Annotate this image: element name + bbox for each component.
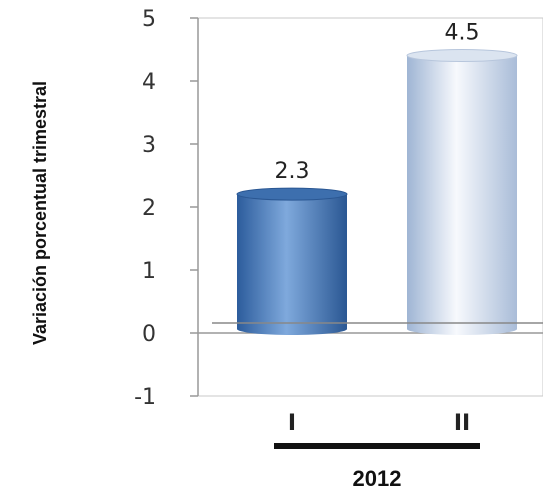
bar [237,194,347,335]
y-tick-label: 2 [142,196,156,221]
x-tick-label: II [454,411,470,436]
y-tick-label: 5 [142,7,156,32]
data-label: 4.5 [445,21,480,46]
bar-top-cap [236,187,348,201]
y-tick-label: 4 [142,70,156,95]
y-tick-label: 1 [142,259,156,284]
group-label: 2012 [353,466,402,491]
y-tick-label: 0 [142,322,156,347]
y-tick-label: -1 [134,385,156,410]
group-underline [274,443,480,449]
y-tick-label: 3 [142,133,156,158]
data-label: 2.3 [275,159,310,184]
y-axis-title: Variación porcentual trimestral [30,81,50,345]
x-tick-label: I [288,411,296,436]
bar [407,55,517,335]
bar-top-cap [406,49,518,62]
